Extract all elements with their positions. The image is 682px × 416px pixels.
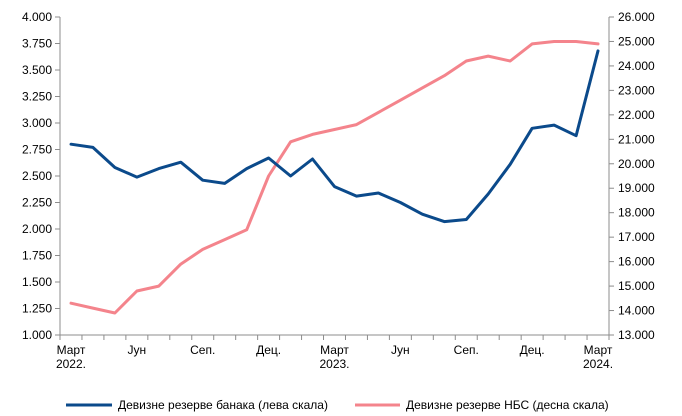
- x-tick-label: Март: [57, 343, 86, 357]
- left-tick-label: 3.750: [22, 37, 52, 51]
- right-tick-label: 25.000: [618, 34, 655, 48]
- x-tick-label: Јун: [128, 343, 147, 357]
- right-tick-label: 18.000: [618, 206, 655, 220]
- legend: Девизне резерве банака (лева скала) Девиз…: [66, 398, 609, 412]
- left-tick-label: 3.250: [22, 90, 52, 104]
- right-tick-label: 17.000: [618, 230, 655, 244]
- left-tick-label: 3.500: [22, 63, 52, 77]
- x-tick-label: Март: [320, 343, 349, 357]
- right-tick-label: 20.000: [618, 157, 655, 171]
- x-tick-label: Март: [584, 343, 613, 357]
- x-tick-label: Сеп.: [190, 343, 215, 357]
- left-tick-label: 2.000: [22, 222, 52, 236]
- right-tick-label: 23.000: [618, 83, 655, 97]
- right-tick-label: 21.000: [618, 132, 655, 146]
- left-tick-label: 1.000: [22, 328, 52, 342]
- left-tick-label: 1.750: [22, 249, 52, 263]
- right-tick-label: 14.000: [618, 304, 655, 318]
- right-tick-label: 24.000: [618, 59, 655, 73]
- left-tick-label: 3.000: [22, 116, 52, 130]
- right-tick-label: 26.000: [618, 10, 655, 24]
- left-tick-label: 2.250: [22, 196, 52, 210]
- series-lines: [69, 40, 600, 315]
- left-tick-label: 1.250: [22, 302, 52, 316]
- x-tick-label: 2024.: [583, 357, 613, 371]
- left-tick-label: 2.750: [22, 143, 52, 157]
- right-axis-ticks: 13.000 14.000 15.000 16.000 17.000 18.000 19.0…: [609, 10, 655, 342]
- legend-label: Девизне резерве НБС (десна скала): [406, 398, 609, 412]
- legend-label: Девизне резерве банака (лева скала): [118, 398, 328, 412]
- right-tick-label: 19.000: [618, 181, 655, 195]
- series-line-nbs-reserves: [69, 40, 600, 315]
- series-line-bank-reserves: [69, 49, 600, 224]
- right-tick-label: 15.000: [618, 279, 655, 293]
- left-tick-label: 2.500: [22, 169, 52, 183]
- x-tick-label: Јун: [391, 343, 410, 357]
- left-tick-label: 4.000: [22, 10, 52, 24]
- right-tick-label: 13.000: [618, 328, 655, 342]
- right-tick-label: 22.000: [618, 108, 655, 122]
- left-axis-ticks: 1.000 1.250 1.500 1.750 2.000 2.250 2.500 2.750…: [22, 10, 60, 342]
- x-tick-label: Сеп.: [454, 343, 479, 357]
- x-tick-label: 2022.: [56, 357, 86, 371]
- x-tick-label: Дец.: [256, 343, 281, 357]
- right-tick-label: 16.000: [618, 255, 655, 269]
- left-tick-label: 1.500: [22, 275, 52, 289]
- x-tick-label: 2023.: [319, 357, 349, 371]
- x-tick-label: Дец.: [520, 343, 545, 357]
